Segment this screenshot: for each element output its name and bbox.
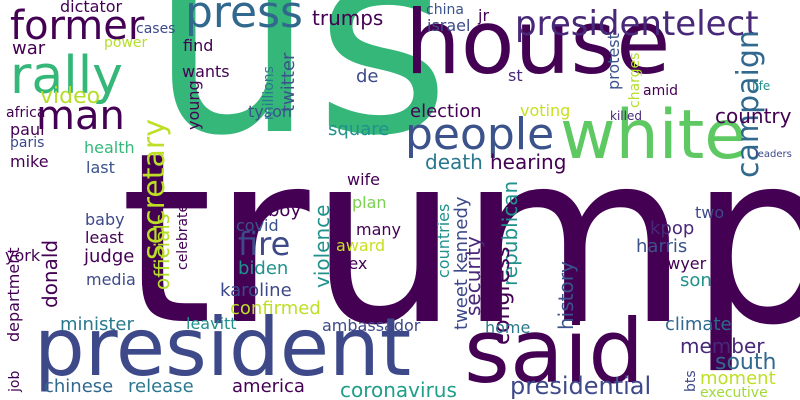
word-wife: wife [347,170,381,189]
word-tweet-kennedy: tweet kennedy [451,196,472,330]
word-many: many [356,220,401,239]
word-ambassador: ambassador [322,316,421,335]
word-last: last [86,158,115,177]
word-celebrate: celebrate [175,203,191,270]
word-people: people [405,109,555,160]
word-paris: paris [10,135,45,151]
word-executive: executive [700,385,768,400]
word-country: country [715,104,792,128]
word-life: life [752,79,771,93]
word-former: former [10,3,145,49]
word-said: said [464,300,645,400]
word-bts: bts [683,370,699,392]
word-release: release [128,376,194,397]
word-judge: judge [84,246,135,267]
word-harris: harris [636,236,688,257]
word-member: member [680,334,765,358]
word-sex: sex [340,254,368,273]
word-rally: rally [10,46,123,106]
word-power: power [104,35,148,51]
word-officials: officials [150,213,174,290]
word-africa: africa [6,105,46,121]
word-man: man [36,93,125,139]
word-health: health [84,138,135,157]
word-karoline: karoline [220,280,292,301]
word-amid: amid [643,83,678,99]
word-leavitt: leavitt [186,314,237,333]
word-donald: donald [38,239,62,308]
word-protest: protest [604,33,623,90]
word-history: history [554,261,578,330]
word-york: york [5,246,41,265]
word-jr: jr [478,6,490,25]
word-confirmed: confirmed [230,298,321,319]
word-young: young [184,80,203,130]
word-dictator: dictator [60,0,123,16]
word-twitter: twitter [278,52,299,112]
word-war: war [12,38,46,59]
word-charges: charges [627,52,643,108]
word-find: find [183,36,214,55]
word-presidentelect: presidentelect [515,4,759,44]
word-covid: covid [236,216,279,235]
word-media: media [86,270,136,289]
word-least: least [85,228,124,247]
word-video: video [40,84,101,109]
word-south: south [715,350,777,375]
word-boy: boy [268,200,302,221]
word-leaders: leaders [755,149,792,160]
word-minister: minister [60,314,134,335]
word-job: job [7,370,23,392]
word-cases: cases [136,21,176,37]
word-chinese: chinese [44,376,114,397]
word-president: president [34,301,412,394]
word-square: square [328,119,390,140]
word-tyson: tyson [248,102,293,121]
word-fire: fire [238,225,291,263]
word-election: election [410,101,482,122]
word-de: de [356,66,379,87]
word-house: house [405,0,671,94]
word-millions: millions [261,66,277,120]
word-trumps: trumps [312,6,384,30]
word-violence: violence [310,204,334,288]
word-china: china [426,2,464,18]
word-moment: moment [700,368,776,389]
word-press: press [185,0,303,38]
word-biden: biden [238,258,289,279]
word-climate: climate [665,314,732,335]
word-mike: mike [10,152,49,171]
word-kpop: kpop [650,218,695,239]
word-countries: countries [434,203,453,278]
word-death: death [425,150,483,174]
word-son: son [680,270,712,291]
word-trump: trump [120,102,800,377]
word-voting: voting [520,101,571,120]
word-coronavirus: coronavirus [340,378,457,400]
word-award: award [336,236,386,255]
word-st: st [508,66,523,85]
word-two: two [695,203,725,222]
word-wants: wants [182,62,230,81]
word-paul: paul [10,120,45,139]
word-home: home [485,318,531,337]
word-america: america [232,376,305,397]
word-baby: baby [85,210,125,229]
word-israel: israel [427,16,471,35]
word-lawyer: lawyer [653,254,707,273]
word-killed: killed [610,109,642,123]
word-presidential: presidential [510,372,652,400]
word-hearing: hearing [490,150,567,174]
word-us: us [150,0,451,193]
word-white: white [560,96,747,175]
word-plan: plan [352,193,387,212]
